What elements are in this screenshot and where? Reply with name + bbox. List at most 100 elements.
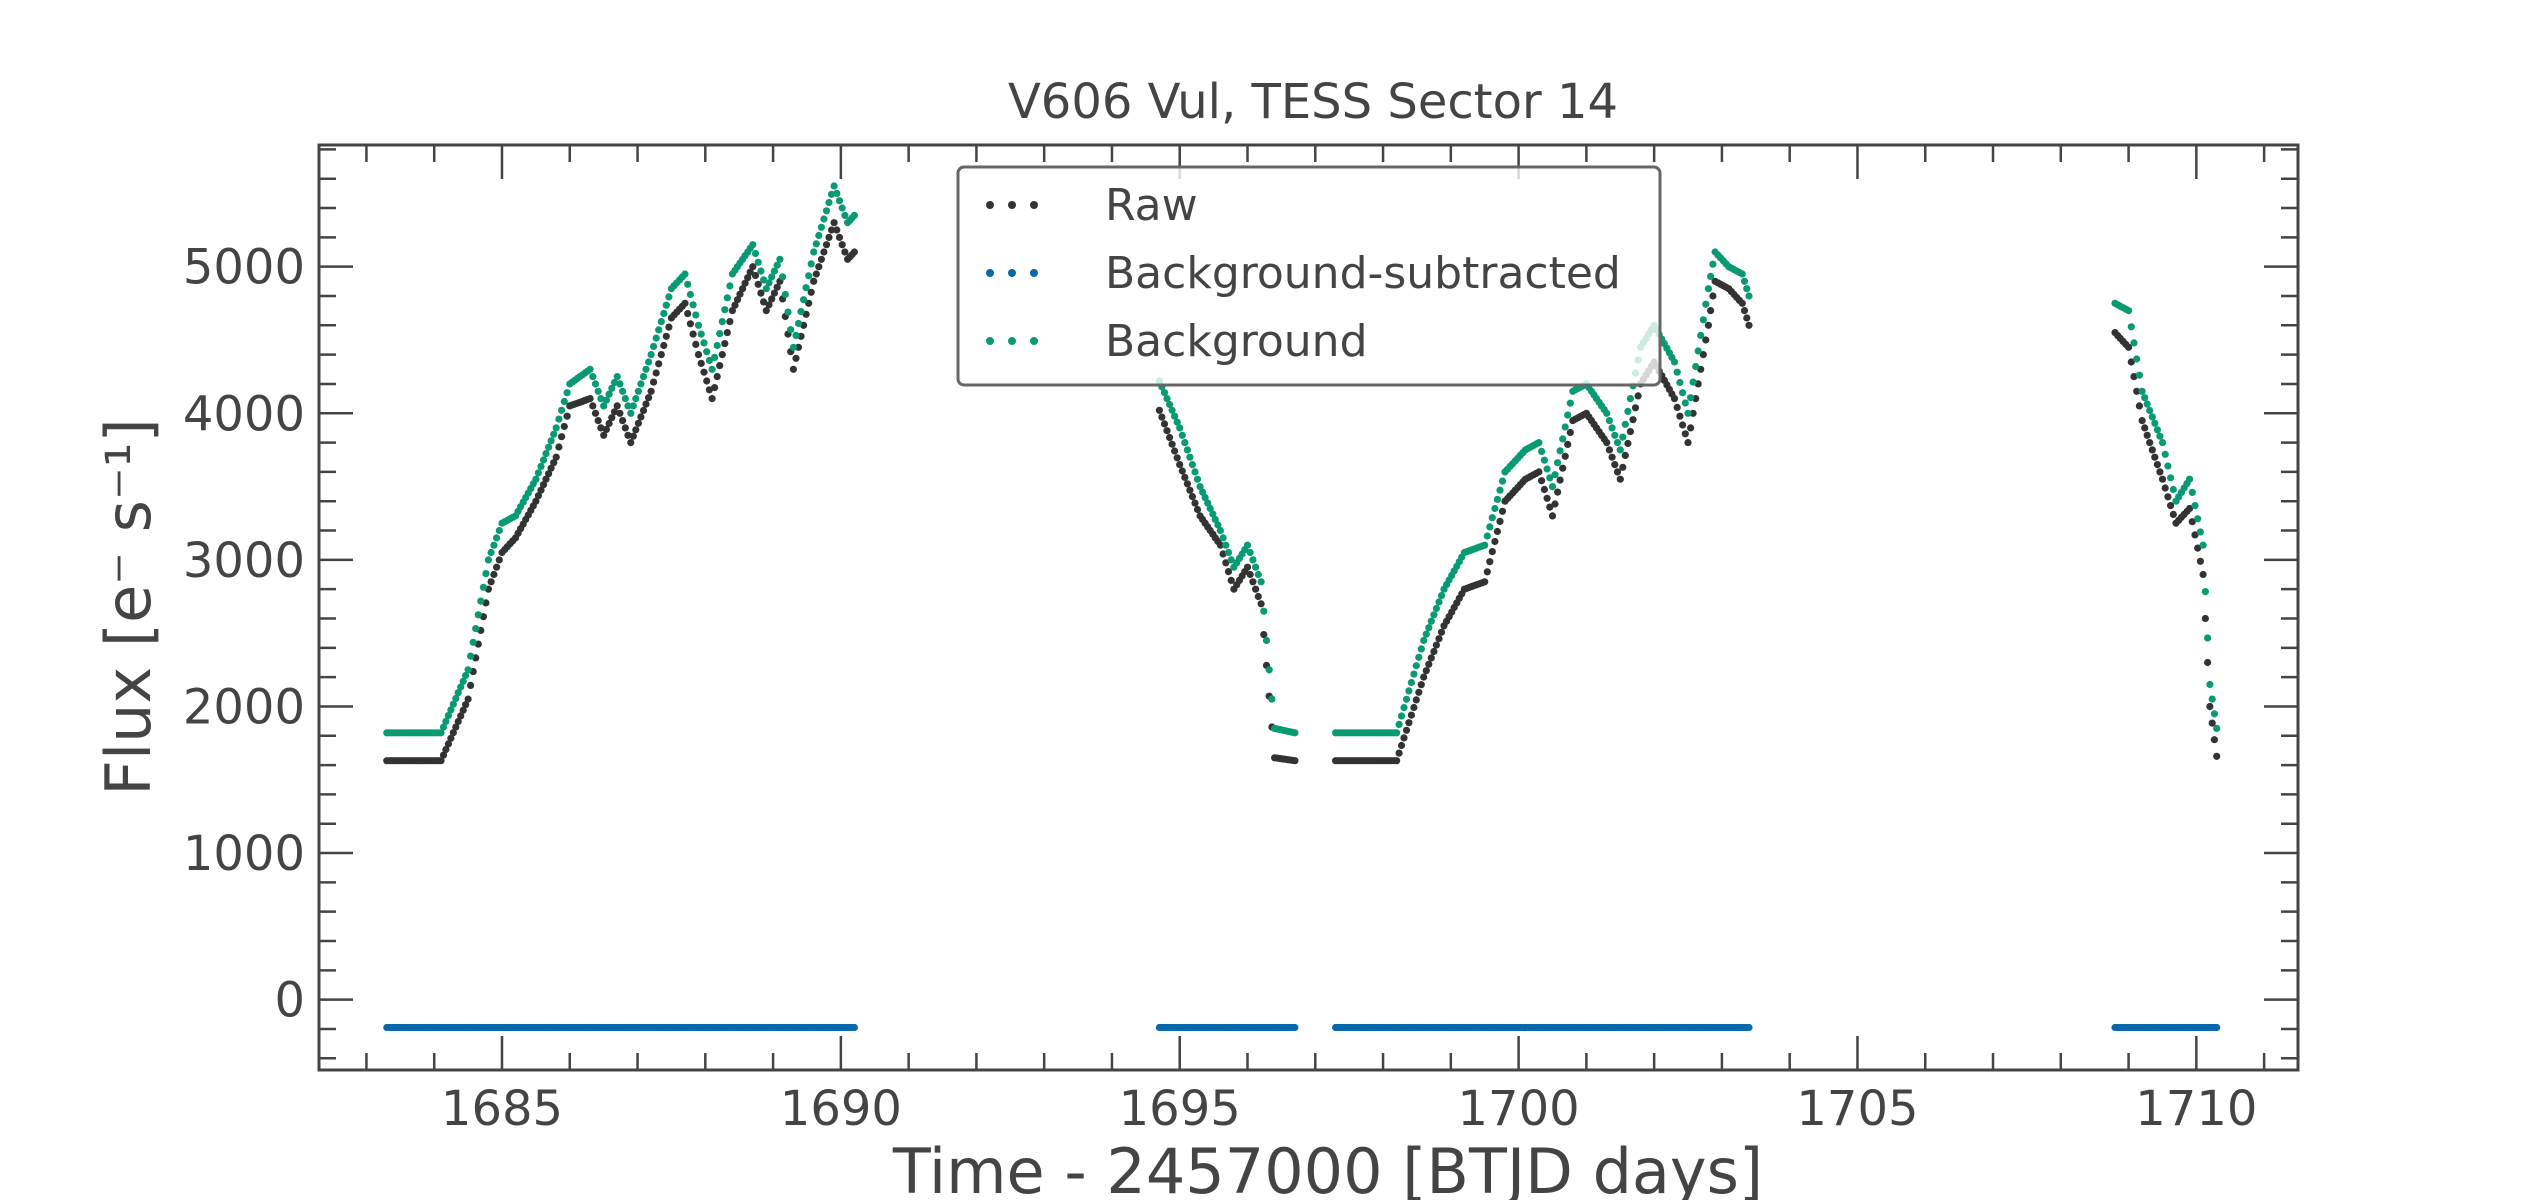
data-point (2194, 544, 2202, 552)
data-point (1163, 427, 1171, 435)
data-point (1496, 486, 1504, 494)
data-point (779, 273, 787, 281)
data-point (2151, 453, 2159, 461)
data-point (694, 321, 703, 329)
data-point (1268, 695, 1276, 703)
data-point (1694, 347, 1702, 355)
data-point (594, 417, 602, 425)
plot-frame (317, 143, 2300, 1072)
data-point (457, 683, 465, 691)
data-point (560, 397, 568, 406)
data-point (1538, 447, 1546, 455)
data-point (1619, 463, 1627, 471)
data-point (1204, 499, 1212, 507)
data-point (2143, 431, 2151, 439)
data-point (1551, 500, 1559, 508)
data-point (697, 330, 705, 338)
data-point (1699, 351, 1707, 359)
data-point (2194, 515, 2202, 523)
data-point (733, 296, 742, 304)
data-point (652, 369, 660, 377)
data-point (1493, 495, 1501, 503)
data-point (645, 358, 653, 366)
data-point (805, 272, 813, 280)
data-point (545, 443, 553, 451)
data-point (621, 395, 629, 403)
data-point (760, 298, 768, 306)
data-point (452, 723, 460, 731)
data-point (2127, 323, 2135, 331)
data-point (1704, 285, 1712, 293)
data-point (1395, 720, 1403, 729)
data-point (1689, 409, 1697, 417)
data-point (657, 351, 665, 359)
data-point (1186, 453, 1194, 461)
data-point (812, 270, 820, 278)
data-point (1219, 550, 1227, 558)
data-point (751, 271, 760, 280)
data-point (1561, 452, 1569, 460)
data-point (1486, 523, 1494, 531)
data-point (597, 424, 605, 432)
data-point (1546, 503, 1554, 511)
data-point (563, 412, 571, 420)
data-point (534, 492, 543, 500)
data-point (555, 415, 563, 423)
data-point (794, 319, 803, 328)
data-point (657, 318, 665, 326)
x-axis: 1685 1690 1695 1700 1705 1710 (365, 145, 2266, 1137)
data-point (1681, 399, 1689, 407)
data-point (550, 459, 558, 467)
data-point (1697, 331, 1705, 339)
data-point (776, 255, 784, 263)
legend-entry-background: Background (986, 316, 1368, 367)
data-point (789, 365, 798, 373)
data-point (586, 365, 594, 373)
data-point (2206, 702, 2214, 711)
data-point (634, 419, 643, 427)
data-point (602, 396, 611, 404)
data-point (817, 223, 826, 231)
data-point (1407, 678, 1415, 687)
legend-entry-raw: Raw (986, 180, 1198, 231)
data-point (1481, 541, 1489, 549)
data-point (1702, 300, 1710, 308)
data-point (586, 395, 594, 403)
data-point (797, 308, 805, 316)
data-point (1249, 556, 1257, 564)
data-point (1178, 431, 1186, 439)
data-point (439, 723, 448, 731)
data-point (1432, 604, 1440, 613)
data-point (718, 318, 726, 326)
data-point (751, 249, 760, 258)
data-point (1745, 321, 1753, 329)
data-point (454, 717, 462, 726)
data-point (629, 432, 637, 440)
data-point (537, 462, 545, 470)
x-tick-label: 1710 (2135, 1081, 2257, 1137)
data-point (597, 395, 605, 403)
data-point (662, 301, 670, 309)
data-point (563, 389, 571, 397)
data-point (1173, 418, 1181, 426)
data-point (467, 681, 475, 690)
data-point (459, 706, 467, 714)
y-tick-label: 5000 (183, 240, 305, 296)
data-point (2191, 531, 2199, 539)
data-point (2156, 432, 2164, 440)
data-point (2125, 343, 2133, 351)
data-point (2161, 484, 2169, 492)
data-point (472, 625, 480, 633)
data-point (2130, 339, 2138, 347)
data-point (1437, 628, 1446, 636)
data-point (655, 326, 663, 334)
data-point (650, 378, 658, 386)
data-point (773, 283, 781, 291)
data-point (1260, 607, 1268, 615)
data-point (711, 384, 719, 392)
data-point (534, 469, 543, 477)
data-point (1605, 417, 1613, 425)
data-point (591, 409, 600, 417)
data-point (542, 475, 550, 483)
data-point (773, 261, 781, 269)
